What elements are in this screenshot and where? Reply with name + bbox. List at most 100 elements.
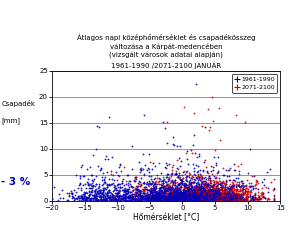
Point — [194, 194, 199, 198]
Point — [219, 196, 223, 200]
Point — [199, 191, 203, 195]
Point — [199, 173, 203, 177]
Point — [210, 189, 215, 193]
Point — [229, 187, 234, 191]
Point — [150, 197, 155, 200]
Point — [169, 190, 174, 194]
Point — [222, 198, 226, 202]
Point — [162, 197, 167, 200]
Point — [230, 180, 234, 184]
Point — [194, 198, 199, 202]
Point — [195, 192, 199, 196]
Point — [184, 182, 189, 186]
Point — [168, 187, 172, 190]
Point — [219, 181, 224, 185]
Point — [204, 183, 208, 187]
Point — [155, 198, 160, 201]
Point — [210, 192, 214, 196]
Point — [226, 168, 230, 172]
Point — [168, 172, 173, 176]
Point — [167, 196, 172, 199]
Point — [154, 177, 159, 180]
Point — [166, 177, 170, 181]
Point — [166, 196, 171, 200]
Point — [164, 198, 169, 202]
Point — [175, 183, 180, 187]
Point — [180, 194, 185, 198]
Point — [172, 193, 177, 197]
Point — [177, 197, 181, 201]
Point — [193, 191, 198, 194]
Point — [152, 199, 157, 202]
Point — [214, 198, 219, 202]
Point — [231, 193, 236, 197]
Point — [200, 168, 205, 172]
Point — [197, 196, 202, 199]
Point — [99, 167, 103, 171]
Point — [193, 190, 197, 193]
Point — [230, 190, 235, 193]
Point — [116, 182, 121, 186]
Point — [225, 191, 229, 195]
Point — [166, 198, 171, 201]
Point — [122, 190, 127, 194]
Point — [216, 196, 221, 200]
Point — [210, 169, 215, 172]
Point — [153, 196, 158, 200]
Point — [188, 181, 192, 185]
Point — [182, 196, 187, 199]
Point — [168, 196, 173, 199]
Point — [177, 190, 181, 194]
Point — [85, 196, 90, 200]
Point — [215, 171, 220, 175]
Point — [193, 198, 197, 202]
Point — [197, 198, 202, 201]
Point — [176, 195, 181, 199]
Point — [162, 198, 167, 202]
Point — [124, 198, 128, 202]
Point — [153, 181, 158, 185]
Point — [143, 163, 147, 167]
Point — [190, 194, 194, 198]
Point — [101, 180, 106, 184]
Point — [160, 195, 165, 199]
Point — [212, 196, 216, 200]
Point — [179, 194, 184, 198]
Point — [164, 198, 168, 202]
Point — [182, 195, 187, 199]
Point — [165, 188, 170, 192]
Point — [166, 186, 171, 190]
Point — [126, 173, 131, 177]
Point — [195, 192, 200, 196]
Point — [118, 163, 123, 167]
Point — [171, 193, 176, 196]
Point — [206, 195, 210, 199]
Point — [211, 192, 216, 195]
Point — [192, 190, 197, 194]
Point — [211, 198, 216, 201]
Point — [143, 187, 148, 191]
Point — [214, 197, 218, 201]
Point — [188, 183, 193, 186]
Point — [96, 164, 100, 168]
Point — [174, 187, 179, 191]
Point — [177, 192, 182, 195]
Point — [180, 197, 185, 201]
Point — [204, 199, 209, 202]
Point — [195, 194, 199, 198]
Point — [203, 197, 208, 201]
Point — [200, 198, 205, 201]
Point — [216, 194, 221, 197]
Point — [229, 197, 234, 201]
Point — [259, 192, 264, 196]
Point — [230, 198, 235, 201]
Point — [225, 193, 230, 196]
Point — [133, 193, 138, 197]
Point — [161, 196, 165, 200]
Point — [240, 181, 244, 185]
Point — [207, 199, 212, 202]
Point — [187, 187, 191, 191]
Point — [178, 191, 183, 195]
Point — [193, 191, 197, 195]
Point — [149, 198, 153, 202]
